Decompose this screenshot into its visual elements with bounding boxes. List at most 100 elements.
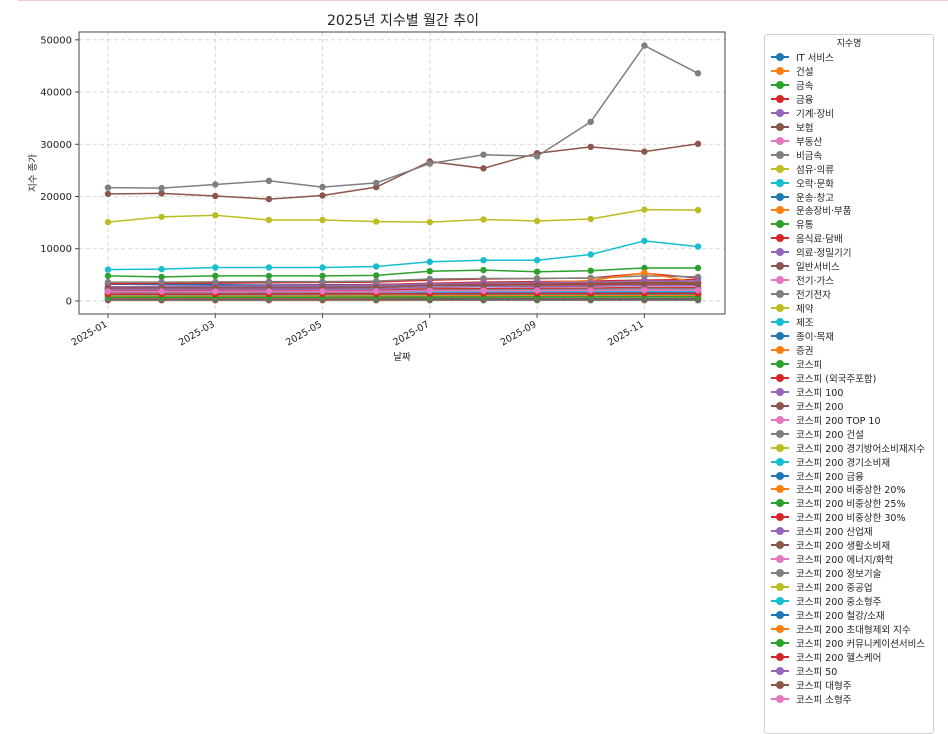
legend-item: 코스피 (외국주포함) [771,371,876,385]
data-point [427,259,433,265]
legend-item: 코스피 대형주 [771,678,851,692]
series-path [108,144,698,199]
legend-item: 코스피 200 커뮤니케이션서비스 [771,636,925,650]
data-point [427,288,433,294]
data-point [427,160,433,166]
legend-item: 음식료·담배 [771,231,843,245]
series-path [108,297,698,298]
legend-item: 코스피 200 [771,399,843,413]
series-path [108,46,698,189]
series-path [108,241,698,270]
legend-label: 코스피 200 건설 [796,427,864,441]
data-point [641,148,647,154]
legend-swatch [771,247,789,257]
legend-label: 코스피 200 [796,399,843,413]
data-point [427,219,433,225]
legend-item: 건설 [771,64,813,78]
data-point [641,281,647,287]
data-point [480,152,486,158]
legend-label: 코스피 200 정보기술 [796,566,881,580]
x-tick-label: 2025-07 [391,319,431,348]
legend-label: 비금속 [796,148,822,162]
data-point [588,144,594,150]
legend-item: 제약 [771,301,813,315]
legend-item: 코스피 200 비중상한 30% [771,510,906,524]
legend-label: 음식료·담배 [796,231,843,245]
legend-label: 코스피 200 산업재 [796,524,873,538]
series-line [105,42,701,191]
legend-item: 보험 [771,120,813,134]
data-point [588,251,594,257]
legend-item: 의료·정밀기기 [771,245,851,259]
legend-label: 코스피 200 커뮤니케이션서비스 [796,636,925,650]
legend-item: 코스피 [771,357,822,371]
legend-item: 코스피 200 비중상한 25% [771,496,906,510]
legend-label: 코스피 50 [796,664,837,678]
data-point [212,288,218,294]
legend-swatch [771,331,789,341]
legend-swatch [771,666,789,676]
legend-item: 기계·장비 [771,106,834,120]
legend-swatch [771,610,789,620]
data-point [105,219,111,225]
data-point [480,267,486,273]
legend-swatch [771,680,789,690]
legend-swatch [771,401,789,411]
legend-item: 유통 [771,217,813,231]
y-tick-label: 30000 [40,140,72,151]
data-point [534,153,540,159]
data-point [212,212,218,218]
legend-label: 금속 [796,78,813,92]
legend-swatch [771,415,789,425]
legend-swatch [771,345,789,355]
legend-label: 금융 [796,92,813,106]
legend-swatch [771,359,789,369]
data-point [319,288,325,294]
data-point [641,287,647,293]
x-tick-label: 2025-03 [177,319,217,348]
data-point [480,257,486,263]
x-tick-label: 2025-01 [70,319,110,348]
legend-item: 전기전자 [771,287,831,301]
legend-swatch [771,108,789,118]
legend-label: 종이·목재 [796,329,834,343]
legend-label: 코스피 200 비중상한 20% [796,482,906,496]
data-point [158,288,164,294]
legend-swatch [771,178,789,188]
legend-swatch [771,373,789,383]
y-tick-label: 50000 [40,35,72,46]
legend-item: 코스피 200 경기소비재 [771,455,890,469]
legend-label: 코스피 200 중공업 [796,580,873,594]
legend-item: 코스피 200 에너지/화학 [771,552,893,566]
legend-label: 코스피 [796,357,822,371]
data-point [319,217,325,223]
legend-swatch [771,526,789,536]
series-path [108,299,698,300]
data-point [534,282,540,288]
legend-swatch [771,122,789,132]
legend-label: 코스피 대형주 [796,678,851,692]
legend-label: 의료·정밀기기 [796,245,851,259]
x-tick-label: 2025-09 [499,319,539,348]
legend-swatch [771,80,789,90]
legend-swatch [771,52,789,62]
legend-swatch [771,624,789,634]
legend-swatch [771,582,789,592]
data-point [480,288,486,294]
legend-item: 코스피 200 중소형주 [771,594,881,608]
data-point [266,178,272,184]
legend-item: 오락·문화 [771,176,834,190]
data-point [319,184,325,190]
data-point [641,270,647,276]
legend-swatch [771,554,789,564]
legend-swatch [771,540,789,550]
legend-label: 코스피 소형주 [796,692,851,706]
y-tick-label: 20000 [40,192,72,203]
legend-item: 코스피 50 [771,664,837,678]
legend-label: 코스피 200 초대형제외 지수 [796,622,911,636]
data-point [373,218,379,224]
legend-swatch [771,275,789,285]
legend-item: 코스피 소형주 [771,692,851,706]
legend-item: 일반서비스 [771,259,840,273]
legend-swatch [771,652,789,662]
